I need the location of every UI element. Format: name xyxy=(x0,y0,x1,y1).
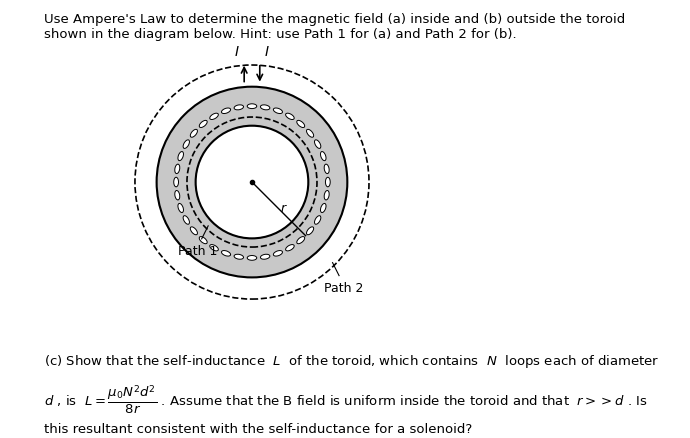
Ellipse shape xyxy=(306,227,314,235)
Ellipse shape xyxy=(273,251,282,256)
Ellipse shape xyxy=(234,254,244,259)
Ellipse shape xyxy=(247,255,257,260)
Ellipse shape xyxy=(306,129,314,137)
Text: Path 1: Path 1 xyxy=(177,245,217,258)
Ellipse shape xyxy=(183,140,190,148)
Text: this resultant consistent with the self-inductance for a solenoid?: this resultant consistent with the self-… xyxy=(44,423,472,436)
Text: I: I xyxy=(235,46,239,60)
Ellipse shape xyxy=(315,140,321,148)
Ellipse shape xyxy=(221,108,230,113)
Ellipse shape xyxy=(199,237,207,244)
Ellipse shape xyxy=(286,113,294,120)
Ellipse shape xyxy=(297,120,305,127)
Ellipse shape xyxy=(247,104,257,109)
Ellipse shape xyxy=(260,254,270,259)
Ellipse shape xyxy=(178,203,184,212)
Ellipse shape xyxy=(260,105,270,110)
Ellipse shape xyxy=(320,203,326,212)
Text: $d$ , is  $L = \dfrac{\mu_0 N^2 d^2}{8r}$ . Assume that the B field is uniform i: $d$ , is $L = \dfrac{\mu_0 N^2 d^2}{8r}$… xyxy=(44,384,648,416)
Ellipse shape xyxy=(183,215,190,224)
Ellipse shape xyxy=(178,152,184,161)
Ellipse shape xyxy=(174,177,179,187)
Ellipse shape xyxy=(210,244,218,251)
Text: (c) Show that the self-inductance  $L$  of the toroid, which contains  $N$  loop: (c) Show that the self-inductance $L$ of… xyxy=(44,353,659,370)
Ellipse shape xyxy=(286,244,294,251)
Ellipse shape xyxy=(221,251,230,256)
Ellipse shape xyxy=(175,164,180,173)
Ellipse shape xyxy=(210,113,218,120)
Ellipse shape xyxy=(315,215,321,224)
Ellipse shape xyxy=(190,129,197,137)
Text: Path 2: Path 2 xyxy=(324,282,363,295)
Ellipse shape xyxy=(326,177,331,187)
Ellipse shape xyxy=(297,237,305,244)
Ellipse shape xyxy=(190,227,197,235)
Ellipse shape xyxy=(324,164,329,173)
Ellipse shape xyxy=(273,108,282,113)
Ellipse shape xyxy=(199,120,207,127)
Ellipse shape xyxy=(234,105,244,110)
Ellipse shape xyxy=(324,191,329,200)
Text: Use Ampere's Law to determine the magnetic field (a) inside and (b) outside the : Use Ampere's Law to determine the magnet… xyxy=(44,13,625,41)
Text: r: r xyxy=(280,201,285,215)
Text: I: I xyxy=(265,46,269,60)
Ellipse shape xyxy=(175,191,180,200)
Ellipse shape xyxy=(320,152,326,161)
